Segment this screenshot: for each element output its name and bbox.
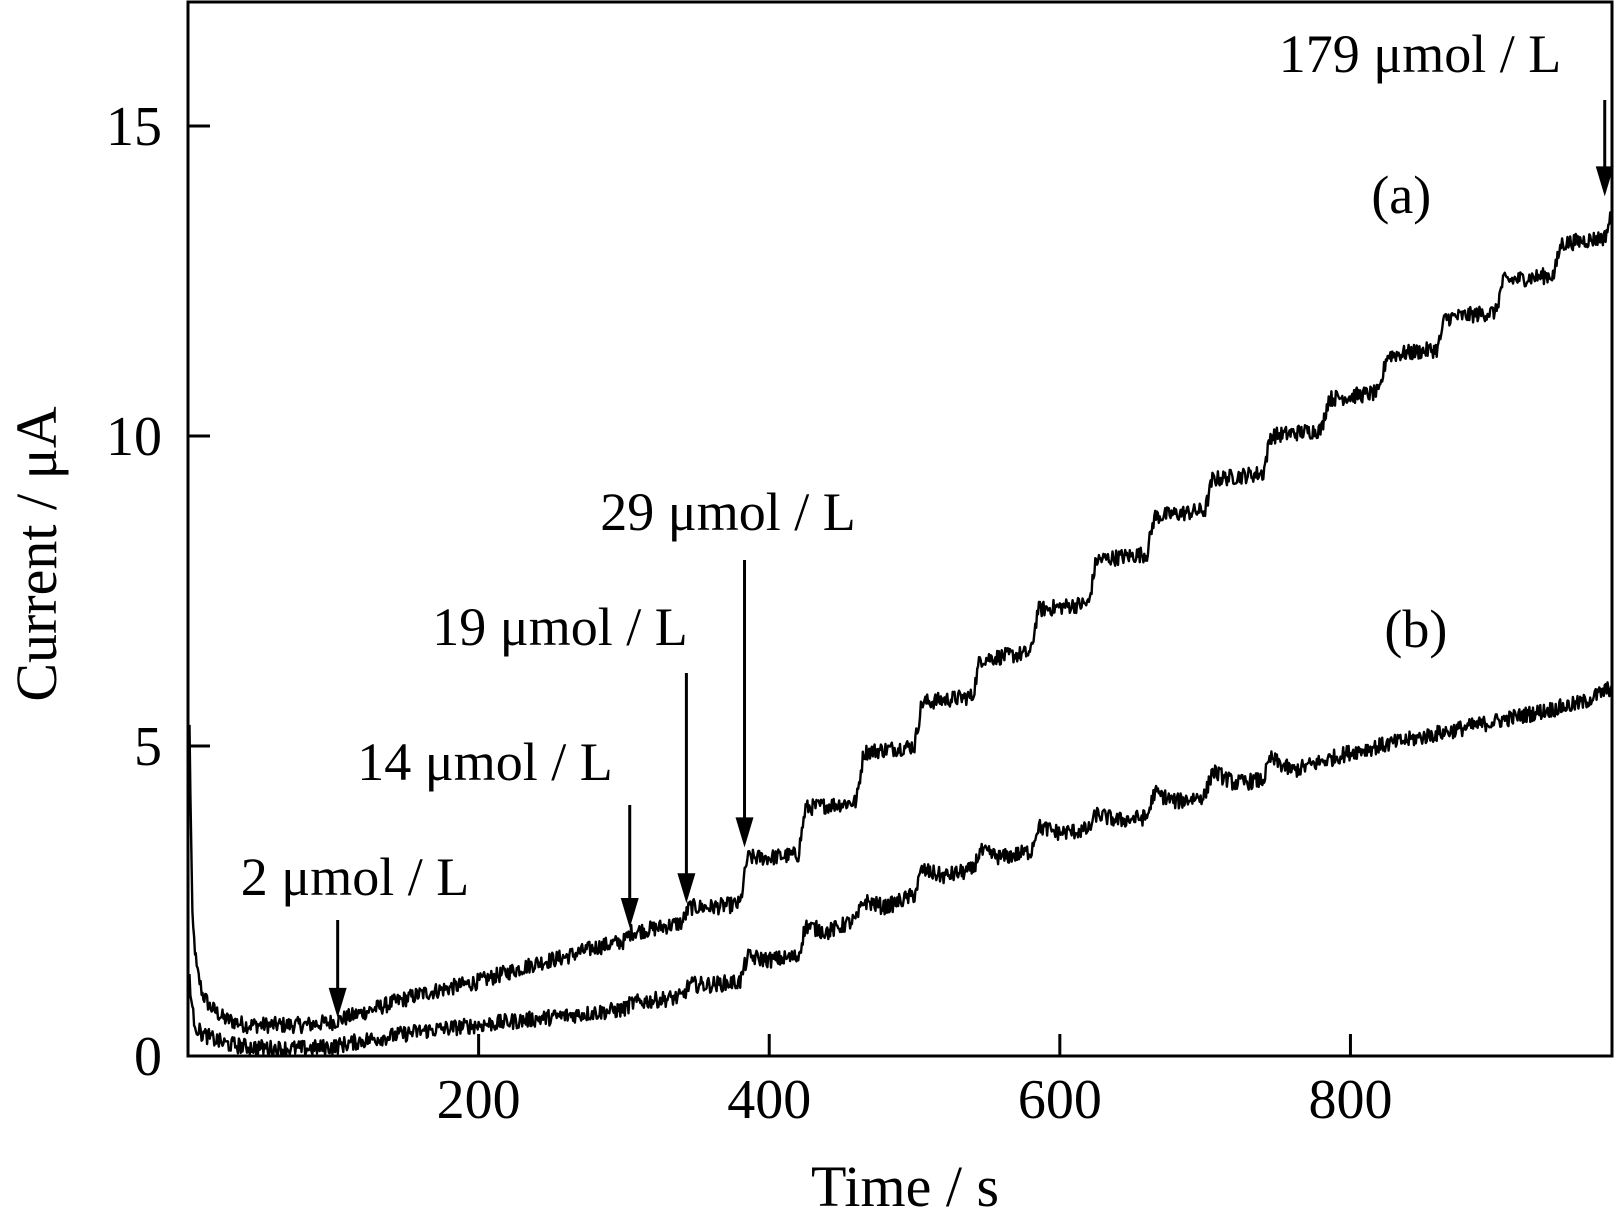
x-tick-label: 400: [727, 1069, 811, 1131]
annotation-arrow-head: [735, 817, 754, 848]
annotation-label: 179 μmol / L: [1279, 24, 1561, 84]
annotation-layer: 2 μmol / L 14 μmol / L 19 μmol / L 29 μmol …: [241, 24, 1614, 1018]
series-line-b: [188, 681, 1613, 1058]
y-axis-title: Current / μA: [4, 406, 69, 701]
annotation-label: 2 μmol / L: [241, 847, 469, 907]
annotation-arrow-head: [1595, 166, 1614, 197]
annotation-arrow-head: [328, 987, 347, 1018]
annotation-label: 29 μmol / L: [600, 482, 855, 542]
y-tick-label: 10: [106, 406, 162, 468]
x-tick-label: 200: [437, 1069, 521, 1131]
x-tick-label: 800: [1308, 1069, 1392, 1131]
x-tick-label: 600: [1018, 1069, 1102, 1131]
annotation-label: 14 μmol / L: [357, 732, 612, 792]
annotation-arrow-head: [677, 873, 696, 904]
y-tick-label: 5: [134, 716, 162, 778]
y-tick-label: 15: [106, 96, 162, 158]
annotation-label: 19 μmol / L: [432, 597, 687, 657]
series-label-b: (b): [1384, 599, 1447, 659]
series-line-a: [188, 211, 1614, 1035]
series-layer: (a) (b): [188, 165, 1614, 1058]
series-label-a: (a): [1371, 165, 1431, 225]
y-tick-label: 0: [134, 1026, 162, 1088]
annotation-arrow-head: [620, 898, 639, 928]
plot-frame: [186, 0, 1614, 1058]
axes-layer: 200 400 600 800 0 5 10 15 Time / s Current / μA: [4, 0, 1614, 1219]
x-axis-title: Time / s: [811, 1154, 999, 1219]
